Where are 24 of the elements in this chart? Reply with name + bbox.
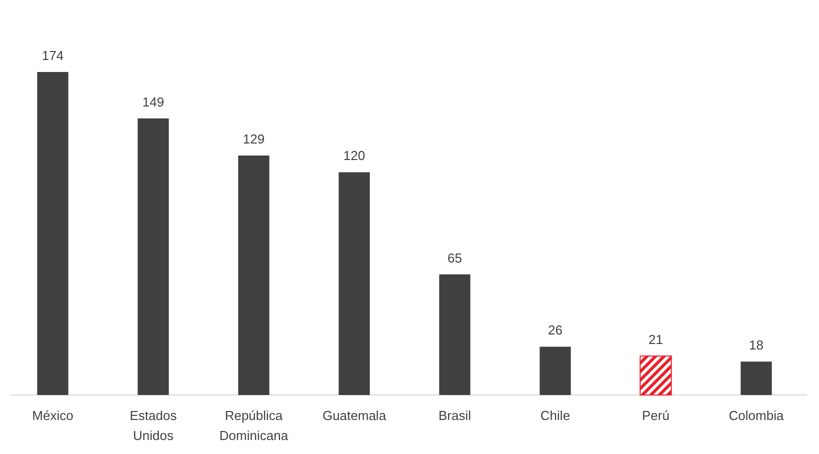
bar: [338, 172, 370, 395]
data-label: 26: [548, 322, 562, 338]
x-tick-label: Chile: [540, 408, 570, 423]
data-label: 129: [242, 132, 265, 147]
x-tick-label: Colombia: [728, 408, 784, 423]
data-label: 65: [448, 250, 462, 266]
bar: [238, 156, 270, 395]
bar: [37, 72, 68, 395]
bar: [138, 118, 169, 395]
x-tick-label: Guatemala: [322, 408, 387, 423]
x-tick-label: Estados Unidos: [130, 408, 178, 443]
bar: [740, 362, 772, 395]
x-tick-label: Perú: [642, 408, 670, 423]
x-tick-label: República Dominicana: [219, 408, 289, 443]
bar: [439, 274, 470, 395]
data-label: 174: [42, 48, 64, 63]
data-label: 18: [749, 338, 764, 353]
data-label: 120: [343, 148, 366, 164]
bar: [640, 356, 672, 396]
data-label: 21: [648, 332, 663, 348]
data-label: 149: [142, 94, 164, 110]
bar: [540, 346, 571, 395]
x-tick-label: Brasil: [438, 408, 472, 423]
x-tick-label: México: [32, 408, 74, 423]
